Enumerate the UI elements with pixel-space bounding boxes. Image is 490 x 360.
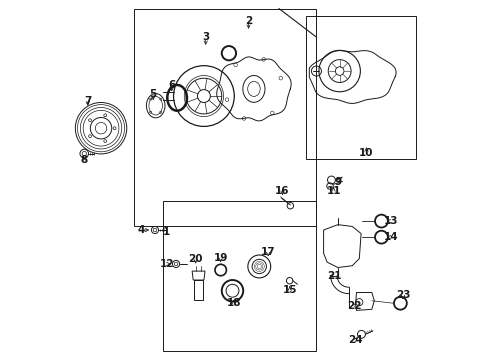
Text: 19: 19: [214, 253, 228, 263]
Text: 9: 9: [334, 177, 342, 187]
Text: 20: 20: [189, 254, 203, 264]
Text: 11: 11: [326, 186, 341, 196]
Text: 21: 21: [327, 271, 342, 281]
Text: 8: 8: [80, 156, 87, 165]
Bar: [163, 202, 317, 351]
Text: 4: 4: [138, 225, 145, 235]
Text: 12: 12: [160, 259, 175, 269]
Text: 1: 1: [163, 227, 170, 237]
Text: 10: 10: [359, 148, 374, 158]
Text: 15: 15: [282, 285, 297, 295]
Text: 14: 14: [384, 232, 399, 242]
Text: 17: 17: [261, 247, 275, 257]
Text: 3: 3: [202, 32, 209, 42]
Text: 18: 18: [226, 298, 241, 308]
Bar: [306, 16, 416, 158]
Bar: [134, 9, 317, 226]
Text: 22: 22: [347, 301, 361, 311]
Text: 5: 5: [149, 89, 157, 99]
Text: 23: 23: [395, 290, 410, 300]
Text: 16: 16: [275, 186, 290, 196]
Bar: [194, 280, 203, 300]
Text: 7: 7: [84, 96, 92, 107]
Text: 2: 2: [245, 16, 252, 26]
Text: 24: 24: [348, 335, 362, 345]
Text: 6: 6: [168, 80, 175, 90]
Text: 13: 13: [384, 216, 399, 226]
